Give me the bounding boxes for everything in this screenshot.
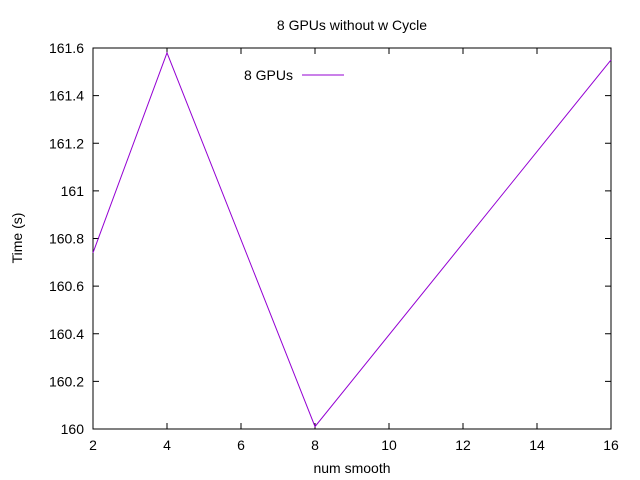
x-tick-label: 6 <box>237 437 245 453</box>
y-tick-label: 161 <box>61 183 85 199</box>
y-tick-label: 160.8 <box>49 231 84 247</box>
y-tick-label: 160.4 <box>49 326 84 342</box>
y-tick-label: 161.2 <box>49 135 84 151</box>
x-axis: 2 4 6 8 10 12 14 16 <box>89 48 619 453</box>
y-tick-label: 161.4 <box>49 88 84 104</box>
x-tick-label: 10 <box>381 437 397 453</box>
y-tick-label: 160.6 <box>49 278 84 294</box>
y-tick-label: 160.2 <box>49 373 84 389</box>
x-tick-label: 16 <box>603 437 619 453</box>
chart-title: 8 GPUs without w Cycle <box>277 17 427 33</box>
x-axis-label: num smooth <box>313 460 390 476</box>
y-axis: 160 160.2 160.4 160.6 160.8 161 161.2 161.4 161.… <box>49 40 611 437</box>
y-tick-label: 161.6 <box>49 40 84 56</box>
series-layer <box>92 51 612 428</box>
x-tick-label: 2 <box>89 437 97 453</box>
legend-label: 8 GPUs <box>244 67 293 83</box>
legend: 8 GPUs <box>244 67 344 83</box>
y-axis-label: Time (s) <box>9 213 25 264</box>
x-tick-label: 12 <box>455 437 471 453</box>
series-line-1 <box>92 51 612 428</box>
x-tick-label: 8 <box>311 437 319 453</box>
plot-area-frame <box>92 47 612 430</box>
x-tick-label: 4 <box>163 437 171 453</box>
x-tick-label: 14 <box>529 437 545 453</box>
y-tick-label: 160 <box>61 421 85 437</box>
